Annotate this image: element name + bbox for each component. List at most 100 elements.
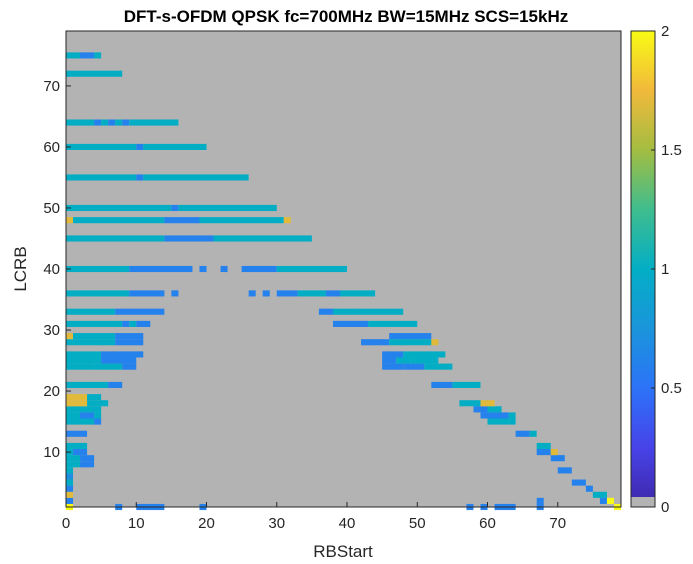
x-axis-ticks: 0 10 20 30 40 50 60 70 xyxy=(62,502,566,532)
heatmap-cell xyxy=(66,357,102,364)
heatmap-cell xyxy=(403,351,446,358)
heatmap-cell xyxy=(129,265,193,273)
heatmap-cell xyxy=(297,290,326,297)
heatmap-cell xyxy=(382,357,397,364)
heatmap-cell xyxy=(101,351,144,358)
y-tick-label: 50 xyxy=(43,200,60,217)
chart-title: DFT-s-OFDM QPSK fc=700MHz BW=15MHz SCS=1… xyxy=(124,7,568,26)
heatmap-cell xyxy=(136,174,144,181)
heatmap-cell xyxy=(101,119,109,126)
x-tick-label: 70 xyxy=(549,515,566,532)
heatmap-cell xyxy=(276,265,348,273)
heatmap-cell xyxy=(164,235,214,242)
heatmap-cell xyxy=(354,308,404,315)
heatmap-cell xyxy=(382,351,404,358)
heatmap-cell xyxy=(332,320,369,327)
heatmap-cell xyxy=(66,333,74,340)
heatmap-cell xyxy=(87,400,109,407)
heatmap-cell xyxy=(66,394,88,401)
heatmap-cell xyxy=(487,418,509,425)
heatmap-cell xyxy=(585,485,593,492)
x-tick-label: 30 xyxy=(268,515,285,532)
heatmap-cell xyxy=(66,320,123,327)
heatmap-cell xyxy=(199,265,207,273)
heatmap-cell xyxy=(80,461,95,468)
heatmap-cell xyxy=(389,339,432,346)
heatmap-cell xyxy=(557,467,572,474)
heatmap-cell xyxy=(550,455,565,462)
y-tick-label: 10 xyxy=(43,444,60,461)
colorbar-zero-swatch xyxy=(631,497,655,507)
x-tick-label: 60 xyxy=(479,515,496,532)
heatmap-cell xyxy=(66,290,130,297)
heatmap-cell xyxy=(473,406,488,413)
heatmap-cell xyxy=(508,418,516,425)
x-tick-label: 10 xyxy=(128,515,145,532)
colorbar-tick-label: 0.5 xyxy=(661,380,682,397)
heatmap-cell xyxy=(66,400,74,407)
heatmap-cell xyxy=(87,394,102,401)
heatmap-cell xyxy=(536,449,551,456)
heatmap-cell xyxy=(66,381,109,388)
heatmap-cell xyxy=(115,119,123,126)
heatmap-cell xyxy=(66,406,102,413)
heatmap-cell xyxy=(459,400,481,407)
colorbar-tick-label: 1.5 xyxy=(661,142,682,159)
heatmap-cell xyxy=(283,217,291,224)
heatmap-cell xyxy=(73,430,88,437)
heatmap-cell xyxy=(115,308,165,315)
heatmap-cell xyxy=(66,461,81,468)
heatmap-cell xyxy=(66,204,172,212)
heatmap-cell xyxy=(599,497,607,504)
heatmap-cell xyxy=(66,143,137,150)
heatmap-cell xyxy=(115,339,144,346)
heatmap-cell xyxy=(143,143,207,150)
heatmap-cell xyxy=(213,235,312,242)
heatmap-cell xyxy=(171,290,179,297)
heatmap-cell xyxy=(220,265,228,273)
x-tick-label: 40 xyxy=(339,515,356,532)
heatmap-cell xyxy=(262,290,270,297)
heatmap-cell xyxy=(325,290,340,297)
heatmap-cell xyxy=(410,357,439,364)
heatmap-cell xyxy=(136,320,151,327)
y-tick-label: 20 xyxy=(43,383,60,400)
heatmap-cell xyxy=(94,52,102,59)
colorbar-ticks: 0 0.5 1 1.5 2 xyxy=(651,23,682,516)
heatmap-cell xyxy=(368,320,418,327)
heatmap-cell xyxy=(122,119,130,126)
heatmap-cell xyxy=(66,497,74,504)
heatmap-cell xyxy=(318,308,333,315)
heatmap-cell xyxy=(136,143,144,150)
heatmap-cell xyxy=(536,497,544,504)
heatmap-cell xyxy=(241,265,277,273)
heatmap-cell xyxy=(403,363,425,370)
heatmap-cell xyxy=(80,52,95,59)
heatmap-cell xyxy=(66,430,74,437)
heatmap-cell xyxy=(606,497,614,504)
y-tick-label: 30 xyxy=(43,322,60,339)
heatmap-cell xyxy=(480,400,495,407)
heatmap-cell xyxy=(424,363,453,370)
heatmap-cell xyxy=(487,406,502,413)
heatmap-cell xyxy=(480,412,509,419)
heatmap-cell xyxy=(94,119,102,126)
heatmap-cell xyxy=(122,320,130,327)
heatmap-cell xyxy=(101,357,137,364)
y-tick-label: 70 xyxy=(43,78,60,95)
heatmap-cell xyxy=(178,204,277,212)
heatmap-cell xyxy=(94,363,123,370)
x-tick-label: 20 xyxy=(198,515,215,532)
heatmap-cell xyxy=(129,290,165,297)
heatmap-cell xyxy=(143,174,249,181)
y-tick-label: 40 xyxy=(43,261,60,278)
heatmap-cell xyxy=(536,442,551,450)
heatmap-cell xyxy=(164,217,200,224)
heatmap-cell xyxy=(276,290,298,297)
heatmap-cell xyxy=(80,455,95,462)
heatmap-cell xyxy=(122,363,137,370)
heatmap-cell xyxy=(66,442,88,450)
y-axis-label: LCRB xyxy=(11,246,30,291)
heatmap-cell xyxy=(73,400,88,407)
